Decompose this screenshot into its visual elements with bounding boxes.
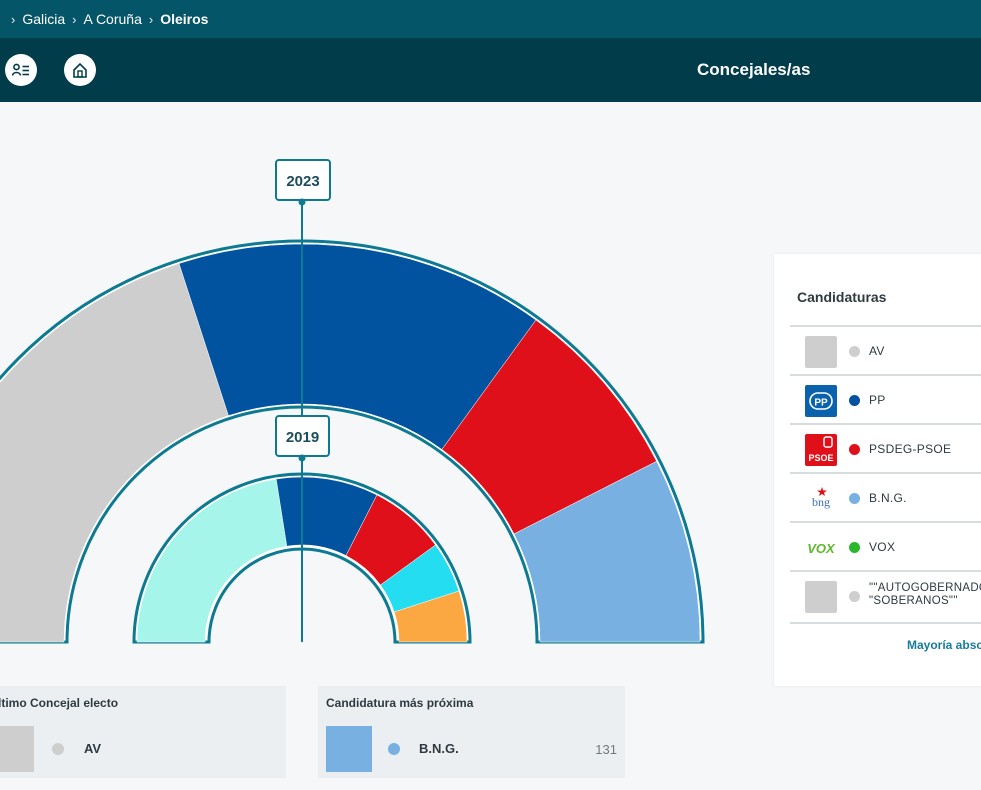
bng-logo: bng — [805, 483, 837, 515]
breadcrumb-galicia[interactable]: Galicia — [22, 11, 66, 27]
psoe-logo: PSOE — [805, 434, 837, 466]
breadcrumb-a-coruna[interactable]: A Coruña — [83, 11, 142, 27]
legend-item-psoe[interactable]: PSOE PSDEG-PSOE — [790, 423, 981, 472]
legend-item-label: ""AUTOGOBERNADO "SOBERANOS"" — [869, 582, 981, 608]
vox-logo-text: VOX — [807, 541, 836, 556]
legend-item-av[interactable]: AV — [790, 325, 981, 374]
year-marker-dot — [298, 454, 306, 462]
vox-logo: VOX — [805, 532, 837, 564]
legend-item-bng[interactable]: bng B.N.G. — [790, 472, 981, 521]
nearest-candidate-card: Candidatura más próxima B.N.G. 131 — [318, 686, 625, 778]
party-color-dot — [849, 493, 860, 504]
gray-placeholder-logo — [805, 336, 837, 368]
party-color-dot — [849, 591, 860, 602]
year-marker-dot — [298, 198, 306, 206]
pp-logo: PP — [805, 385, 837, 417]
legend-item-label-line2: "SOBERANOS"" — [869, 595, 958, 607]
card-party-name: AV — [84, 741, 102, 756]
party-color-dot — [849, 395, 860, 406]
breadcrumb-separator: › — [148, 11, 154, 27]
gray-placeholder-logo — [0, 726, 34, 772]
home-results-button[interactable] — [64, 54, 96, 86]
breadcrumb: › Galicia › A Coruña › Oleiros — [0, 0, 981, 38]
legend-item-pp[interactable]: PP PP — [790, 374, 981, 423]
page-title: Concejales/as — [697, 60, 811, 79]
breadcrumb-separator: › — [72, 11, 77, 27]
home-results-icon — [73, 62, 87, 78]
legend-divider — [790, 622, 981, 624]
bng-logo-text: bng — [812, 495, 830, 509]
candidates-list-button[interactable] — [5, 54, 37, 86]
breadcrumb-current: Oleiros — [160, 11, 209, 27]
hemicycle-segment-b-n-g- — [513, 460, 701, 643]
year-label-2019: 2019 — [286, 429, 319, 446]
breadcrumb-separator: › — [11, 11, 16, 27]
card-title: ltimo Concejal electo — [0, 696, 119, 710]
hemicycle-segment-pp — [178, 243, 537, 450]
legend-item-label: PP — [869, 393, 886, 407]
psoe-logo-text: PSOE — [808, 453, 833, 463]
legend-item-label: VOX — [869, 540, 896, 554]
party-color-dot — [52, 743, 64, 755]
card-votes: 131 — [595, 742, 617, 757]
hemicycle-segment-seat — [393, 590, 468, 643]
hemicycle-segment-av — [0, 263, 229, 643]
hemicycle-segment-seat — [136, 478, 288, 643]
pp-logo-text: PP — [814, 398, 828, 409]
candidates-legend: Candidaturas AV PP PP PSOE PSDEG-PSOE — [774, 254, 981, 686]
bng-color-swatch — [326, 726, 372, 772]
year-label-2023: 2023 — [286, 173, 319, 190]
card-title: Candidatura más próxima — [326, 696, 474, 710]
party-color-dot — [849, 542, 860, 553]
gray-placeholder-logo — [805, 581, 837, 613]
party-color-dot — [849, 346, 860, 357]
card-party-name: B.N.G. — [419, 741, 459, 756]
party-color-dot — [849, 444, 860, 455]
legend-item-label: AV — [869, 344, 885, 358]
last-elected-card: ltimo Concejal electo AV — [0, 686, 286, 778]
legend-item-label: B.N.G. — [869, 491, 907, 505]
legend-item-vox[interactable]: VOX VOX — [790, 521, 981, 570]
candidates-list-icon — [12, 63, 29, 76]
hemicycle-chart: 2023 2019 — [0, 159, 705, 644]
legend-title: Candidaturas — [797, 289, 887, 305]
legend-item-label: PSDEG-PSOE — [869, 442, 952, 456]
absolute-majority-link[interactable]: Mayoría abso — [907, 638, 981, 652]
results-toolbar: Concejales/as — [0, 38, 981, 102]
legend-item-autogobernados[interactable]: ""AUTOGOBERNADO "SOBERANOS"" — [790, 570, 981, 619]
legend-item-label-line1: ""AUTOGOBERNADO — [869, 582, 981, 594]
party-color-dot — [388, 743, 400, 755]
